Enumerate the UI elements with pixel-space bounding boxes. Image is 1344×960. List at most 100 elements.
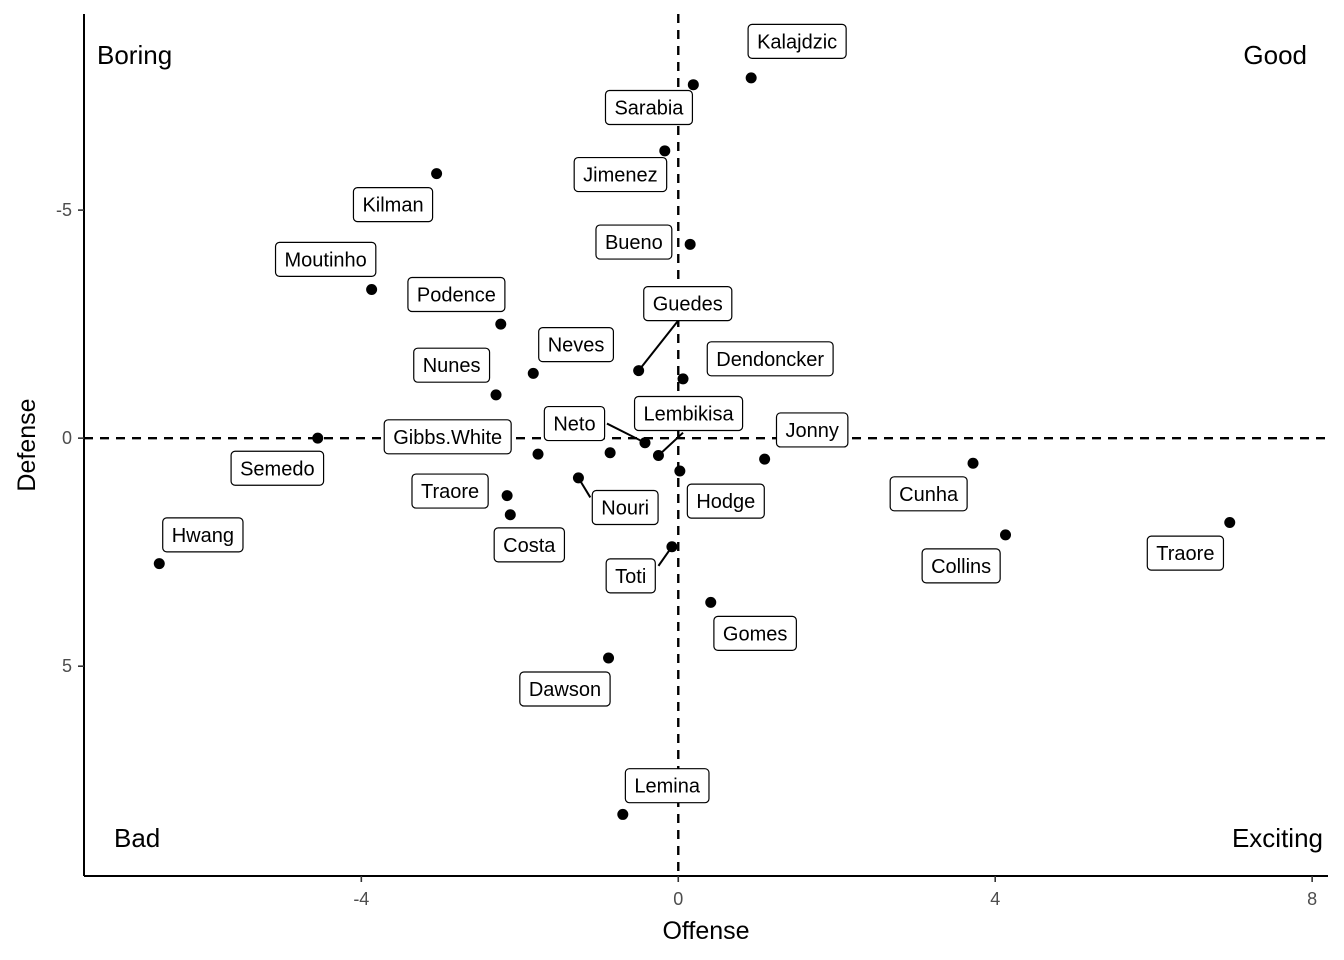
data-point <box>604 447 616 459</box>
point-label-text: Lembikisa <box>644 404 735 426</box>
point-label-text: Kalajdzic <box>757 31 837 53</box>
reference-lines <box>84 14 1328 876</box>
data-point <box>674 465 686 477</box>
label-leader-line <box>637 319 680 372</box>
point-label-box <box>686 483 765 519</box>
point-label-text: Sarabia <box>614 97 684 119</box>
quadrant-label-bad: Bad <box>114 823 160 853</box>
point-label-text: Neto <box>553 414 595 436</box>
point-label-box <box>624 768 710 804</box>
point-label-box <box>643 286 733 322</box>
point-label: Kilman <box>352 187 434 223</box>
point-label: Lemina <box>624 768 710 804</box>
point-label: Traore <box>1146 535 1225 571</box>
point-label-text: Dendoncker <box>716 349 824 371</box>
data-point <box>504 509 516 521</box>
data-point <box>527 367 539 379</box>
point-label-text: Lemina <box>634 776 700 798</box>
label-leader-line <box>606 422 646 444</box>
point-label-box <box>591 489 659 526</box>
point-label: Nouri <box>591 489 659 526</box>
data-point <box>684 238 696 250</box>
point-label-box <box>605 558 656 594</box>
point-label: Costa <box>493 527 566 563</box>
point-label-box <box>595 224 673 260</box>
point-label-text: Guedes <box>653 294 723 316</box>
x-tick-label: 4 <box>990 889 1000 909</box>
point-label-box <box>747 23 847 59</box>
quadrant-label-good: Good <box>1243 40 1307 70</box>
point-label-text: Jimenez <box>583 165 657 187</box>
point-labels: Kalajdzic Sarabia Jimenez Kilman Bueno Moutin… <box>162 23 1225 804</box>
point-label: Cunha <box>889 476 968 512</box>
point-label: Gomes <box>713 615 797 651</box>
point-label-text: Moutinho <box>285 249 367 271</box>
data-point <box>666 541 678 553</box>
point-label: Jimenez <box>573 156 668 193</box>
point-label-text: Podence <box>417 284 496 306</box>
point-label: Nunes <box>413 347 491 383</box>
quadrant-label-boring: Boring <box>97 40 172 70</box>
data-point <box>366 283 378 295</box>
point-label-box <box>274 241 377 277</box>
point-label-text: Toti <box>615 566 646 588</box>
point-label-box <box>604 89 694 126</box>
data-point <box>759 453 771 465</box>
point-label-box <box>1146 535 1225 571</box>
point-label-text: Traore <box>1156 543 1214 565</box>
point-label: Semedo <box>230 450 325 486</box>
point-label-text: Collins <box>931 556 991 578</box>
y-tick-label: -5 <box>56 200 72 220</box>
point-label-box <box>706 341 834 377</box>
point-label-box <box>411 473 489 509</box>
point-label-text: Neves <box>548 335 605 357</box>
point-label: Hwang <box>162 517 244 553</box>
point-label: Sarabia <box>604 89 694 126</box>
point-label-box <box>775 412 849 448</box>
point-label-box <box>493 527 566 563</box>
point-label: Kalajdzic <box>747 23 847 59</box>
point-label-box <box>633 395 744 432</box>
point-label: Collins <box>921 548 1001 584</box>
data-point <box>639 437 651 449</box>
point-label-text: Nunes <box>423 355 481 377</box>
x-tick-label: -4 <box>353 889 369 909</box>
data-point <box>1224 517 1236 529</box>
x-tick-label: 8 <box>1307 889 1317 909</box>
data-point <box>967 457 979 469</box>
data-point <box>572 472 584 484</box>
data-point <box>1000 529 1012 541</box>
point-label-box <box>162 517 244 553</box>
point-label-box <box>519 671 611 707</box>
point-label-text: Cunha <box>899 484 959 506</box>
x-axis-title: Offense <box>662 917 749 945</box>
point-label: Traore <box>411 473 489 509</box>
data-point <box>603 652 615 664</box>
point-label: Guedes <box>643 286 733 322</box>
point-label-box <box>352 187 434 223</box>
data-point <box>501 490 513 502</box>
point-label-box <box>713 615 797 651</box>
data-points <box>153 72 1236 820</box>
point-label-box <box>407 276 506 313</box>
y-tick-label: 5 <box>62 656 72 676</box>
point-label-box <box>230 450 325 486</box>
label-leader-line <box>657 431 684 457</box>
data-point <box>532 448 544 460</box>
axes: -4 0 4 8 -5 0 5 <box>56 14 1328 909</box>
point-label-text: Nouri <box>601 497 649 519</box>
point-label-text: Hodge <box>696 491 755 513</box>
point-label: Dendoncker <box>706 341 834 377</box>
point-label-text: Kilman <box>362 195 423 217</box>
point-label-text: Jonny <box>785 420 838 442</box>
data-point <box>490 389 502 401</box>
point-label-box <box>543 405 606 442</box>
y-axis-title: Defense <box>13 398 41 491</box>
point-label-box <box>538 327 615 363</box>
point-label-box <box>383 419 512 455</box>
point-label-text: Gibbs.White <box>393 427 502 449</box>
point-label-text: Dawson <box>529 679 601 701</box>
data-point <box>495 318 507 330</box>
data-point <box>633 365 645 377</box>
